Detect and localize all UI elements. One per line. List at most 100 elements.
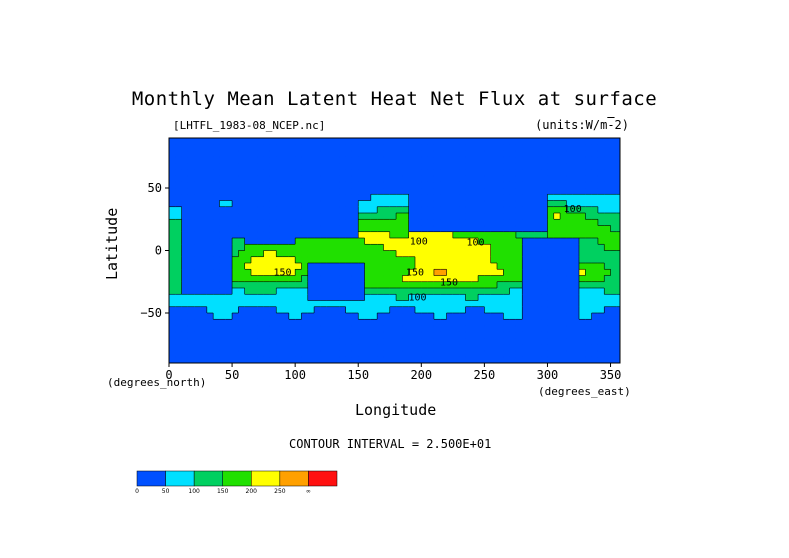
- field-cell: [244, 356, 252, 363]
- field-cell: [446, 138, 454, 145]
- field-cell: [377, 331, 385, 339]
- field-cell: [509, 200, 517, 208]
- field-cell: [364, 175, 372, 183]
- field-cell: [522, 288, 530, 295]
- field-cell: [377, 194, 385, 202]
- field-cell: [333, 331, 340, 339]
- field-cell: [402, 138, 410, 145]
- field-cell: [282, 344, 290, 352]
- field-cell: [251, 188, 258, 195]
- field-cell: [187, 313, 195, 320]
- field-cell: [269, 188, 277, 195]
- field-cell: [452, 338, 460, 345]
- field-cell: [522, 213, 530, 220]
- field-cell: [169, 288, 176, 295]
- field-cell: [175, 294, 183, 302]
- field-cell: [213, 238, 221, 245]
- field-cell: [515, 331, 523, 339]
- field-cell: [225, 213, 233, 220]
- field-cell: [572, 325, 580, 333]
- field-cell: [288, 338, 296, 345]
- field-cell: [427, 344, 435, 352]
- field-cell: [244, 294, 252, 302]
- field-cell: [585, 156, 593, 164]
- field-cell: [591, 206, 599, 214]
- field-cell: [257, 344, 265, 352]
- field-cell: [364, 338, 372, 345]
- field-cell: [408, 313, 416, 320]
- field-cell: [181, 306, 189, 314]
- field-cell: [288, 169, 296, 177]
- field-cell: [446, 338, 454, 345]
- field-cell: [459, 331, 467, 339]
- field-cell: [471, 169, 479, 177]
- field-cell: [478, 269, 485, 277]
- field-cell: [503, 275, 511, 283]
- field-cell: [377, 175, 385, 183]
- field-cell: [339, 213, 347, 220]
- field-cell: [219, 288, 227, 295]
- field-cell: [497, 156, 504, 164]
- field-cell: [591, 250, 599, 258]
- field-cell: [282, 350, 290, 358]
- field-cell: [415, 275, 422, 283]
- field-cell: [509, 331, 517, 339]
- field-cell: [566, 300, 574, 308]
- field-cell: [288, 163, 296, 170]
- field-cell: [465, 156, 473, 164]
- field-cell: [333, 213, 340, 220]
- chart-title: Monthly Mean Latent Heat Net Flux at sur…: [131, 88, 658, 110]
- field-cell: [541, 338, 549, 345]
- field-cell: [282, 319, 290, 327]
- field-cell: [440, 300, 448, 308]
- field-cell: [616, 300, 620, 308]
- field-cell: [579, 150, 586, 158]
- field-cell: [478, 306, 485, 314]
- field-cell: [528, 169, 536, 177]
- field-cell: [333, 300, 340, 308]
- field-cell: [232, 306, 239, 314]
- field-cell: [307, 219, 315, 227]
- field-cell: [194, 138, 202, 145]
- field-cell: [566, 325, 574, 333]
- field-cell: [471, 256, 479, 264]
- field-cell: [459, 206, 467, 214]
- field-cell: [187, 213, 195, 220]
- field-cell: [244, 144, 252, 152]
- field-cell: [433, 269, 441, 277]
- field-cell: [579, 325, 586, 333]
- field-cell: [415, 344, 422, 352]
- field-cell: [415, 156, 422, 164]
- field-cell: [528, 300, 536, 308]
- field-cell: [515, 231, 523, 239]
- field-cell: [333, 150, 340, 158]
- field-cell: [377, 256, 385, 264]
- field-cell: [421, 331, 429, 339]
- field-cell: [326, 275, 334, 283]
- field-cell: [377, 313, 385, 320]
- contour-value-label: 100: [564, 204, 582, 215]
- field-cell: [515, 263, 523, 270]
- field-cell: [370, 256, 378, 264]
- field-cell: [459, 150, 467, 158]
- field-cell: [616, 163, 620, 170]
- field-cell: [408, 181, 416, 189]
- field-cell: [314, 275, 321, 283]
- field-cell: [415, 169, 422, 177]
- field-cell: [358, 144, 366, 152]
- field-cell: [534, 169, 542, 177]
- field-cell: [187, 294, 195, 302]
- field-cell: [471, 250, 479, 258]
- field-cell: [421, 138, 429, 145]
- field-cell: [295, 331, 303, 339]
- field-cell: [566, 138, 574, 145]
- field-cell: [269, 144, 277, 152]
- field-cell: [503, 175, 511, 183]
- field-cell: [200, 238, 208, 245]
- field-cell: [333, 175, 340, 183]
- field-cell: [560, 144, 567, 152]
- field-cell: [206, 169, 214, 177]
- field-cell: [307, 250, 315, 258]
- field-cell: [541, 213, 549, 220]
- field-cell: [339, 238, 347, 245]
